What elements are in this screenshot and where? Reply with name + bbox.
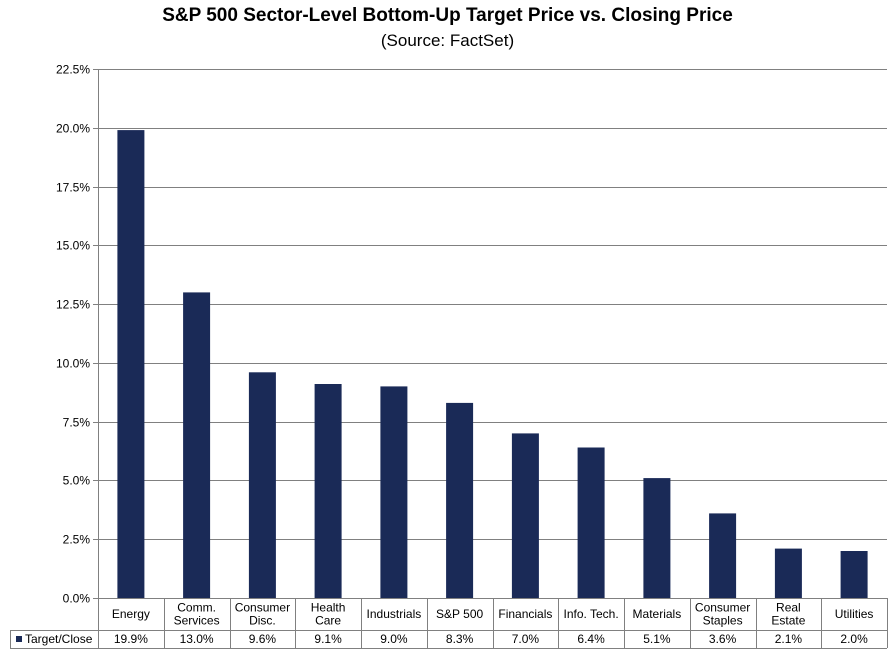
bar-real-estate <box>774 548 802 598</box>
category-label: Info. Tech. <box>564 607 619 621</box>
data-value-label: 13.0% <box>180 632 214 646</box>
data-value-label: 9.0% <box>380 632 408 646</box>
bar-health-care <box>314 384 342 598</box>
category-label-line: Consumer <box>695 601 750 615</box>
data-value-label: 8.3% <box>446 632 474 646</box>
category-label-line: Care <box>315 614 341 628</box>
bar-s-p-500 <box>446 402 474 598</box>
category-label-line: Materials <box>633 607 682 621</box>
category-label-line: Services <box>174 614 220 628</box>
category-label: Comm. Services <box>174 601 220 628</box>
category-label-line: Info. Tech. <box>564 607 619 621</box>
bar-utilities <box>840 551 868 598</box>
category-label: Consumer Staples <box>695 601 750 628</box>
data-value-label: 3.6% <box>709 632 737 646</box>
y-tick-label: 5.0% <box>63 474 91 488</box>
category-label: Industrials <box>367 607 422 621</box>
category-label-line: Health <box>311 601 346 615</box>
data-value-label: 19.9% <box>114 632 148 646</box>
category-label: S&P 500 <box>436 607 483 621</box>
bars <box>117 130 868 598</box>
y-tick-label: 7.5% <box>63 416 91 430</box>
category-label: Health Care <box>311 601 346 628</box>
data-value-label: 5.1% <box>643 632 671 646</box>
data-value-label: 6.4% <box>577 632 605 646</box>
category-label-line: S&P 500 <box>436 607 483 621</box>
category-label-line: Staples <box>703 614 743 628</box>
category-label: Consumer Disc. <box>235 601 290 628</box>
legend-label: Target/Close <box>25 632 93 646</box>
category-label: Energy <box>112 607 150 621</box>
bar-consumer-disc- <box>248 372 276 598</box>
chart-title: S&P 500 Sector-Level Bottom-Up Target Pr… <box>162 5 733 26</box>
category-label-line: Comm. <box>177 601 216 615</box>
bar-comm-services <box>183 292 211 598</box>
y-tick-labels: 0.0% 2.5% 5.0% 7.5% 10.0% 12.5% 15.0% 17.5% 20.0… <box>56 63 90 606</box>
category-label-line: Disc. <box>249 614 276 628</box>
data-value-label: 7.0% <box>512 632 540 646</box>
category-label-line: Consumer <box>235 601 290 615</box>
y-tick-label: 2.5% <box>63 533 91 547</box>
category-label-line: Financials <box>498 607 552 621</box>
bar-industrials <box>380 386 408 598</box>
y-tick-label: 10.0% <box>56 357 90 371</box>
data-value-label: 2.0% <box>840 632 868 646</box>
y-tick-label: 22.5% <box>56 63 90 77</box>
axes <box>93 69 99 648</box>
bar-financials <box>511 433 539 598</box>
y-tick-label: 20.0% <box>56 122 90 136</box>
data-value-label: 9.6% <box>249 632 277 646</box>
chart-subtitle: (Source: FactSet) <box>380 31 515 50</box>
data-value-label: 9.1% <box>314 632 342 646</box>
category-label-line: Real <box>776 601 801 615</box>
category-label: Utilities <box>835 607 874 621</box>
bar-info-tech- <box>577 447 605 598</box>
category-label: Real Estate <box>771 601 805 628</box>
y-tick-label: 15.0% <box>56 239 90 253</box>
y-tick-label: 17.5% <box>56 181 90 195</box>
legend-swatch <box>16 636 22 642</box>
y-tick-label: 12.5% <box>56 298 90 312</box>
gridlines <box>98 69 887 599</box>
category-label: Materials <box>633 607 682 621</box>
category-label: Financials <box>498 607 552 621</box>
bar-materials <box>643 478 671 598</box>
y-tick-label: 0.0% <box>63 592 91 606</box>
data-value-label: 2.1% <box>775 632 803 646</box>
category-label-line: Utilities <box>835 607 874 621</box>
bar-consumer-staples <box>709 513 737 598</box>
category-label-line: Industrials <box>367 607 422 621</box>
category-label-line: Energy <box>112 607 150 621</box>
bar-energy <box>117 130 145 598</box>
category-label-line: Estate <box>771 614 805 628</box>
